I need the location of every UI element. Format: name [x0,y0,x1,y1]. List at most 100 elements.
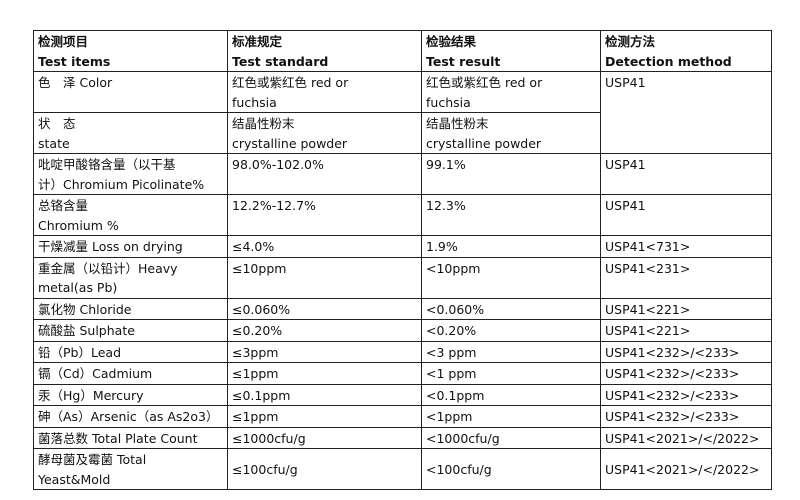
test-result-cell-line: <1ppm [426,409,473,424]
test-result-cell: <10ppm [421,256,601,299]
test-standard-cell-line: fuchsia [232,94,277,110]
test-standard-cell-line: ≤0.20% [232,323,283,338]
test-item-cell-line: 菌落总数 Total Plate Count [38,430,198,446]
header-label-cn: 标准规定 [232,34,283,49]
test-result-cell: <100cfu/g [421,448,601,490]
header-label-en: Test result [426,53,501,69]
test-standard-cell-line: ≤0.060% [232,301,291,317]
header-detection-method: 检测方法 Detection method [600,30,772,72]
test-item-cell: 镉（Cd）Cadmium [33,362,228,385]
detection-method-cell: USP41<232>/<233> [600,383,772,406]
test-item-cell-line: Chromium % [38,217,119,233]
test-result-cell-line: <0.20% [426,323,477,338]
test-result-cell-line: 1.9% [426,239,458,254]
detection-method-cell: USP41 [600,71,772,154]
test-item-cell: 色 泽 Color [33,71,228,113]
header-label-en: Test items [38,53,111,69]
table-row: 砷（As）Arsenic（as As2o3） ≤1ppm <1ppm USP41<23… [33,405,772,428]
test-standard-cell: ≤1ppm [227,405,422,428]
test-standard-cell: ≤3ppm [227,340,422,363]
test-item-cell-line: 铅（Pb）Lead [38,344,122,360]
test-item-cell-line: 氯化物 Chloride [38,301,132,317]
test-item-cell: 硫酸盐 Sulphate [33,319,228,342]
header-test-result: 检验结果 Test result [421,30,601,72]
table-row: 硫酸盐 Sulphate ≤0.20% <0.20% USP41<221> [33,319,772,342]
test-result-cell-line: 结晶性粉末 [426,116,489,131]
detection-method-cell: USP41<221> [600,297,772,320]
test-standard-cell-line: ≤1ppm [232,366,279,381]
test-item-cell: 重金属（以铅计）Heavy metal(as Pb) [33,256,228,299]
test-result-cell: <0.20% [421,319,601,342]
test-standard-cell: 98.0%-102.0% [227,153,422,195]
test-standard-cell: ≤1000cfu/g [227,426,422,449]
test-result-cell: <0.060% [421,297,601,320]
test-standard-cell: ≤0.060% [227,297,422,320]
header-label-en: Test standard [232,53,329,69]
header-test-standard: 标准规定 Test standard [227,30,422,72]
detection-method-cell: USP41<232>/<233> [600,340,772,363]
test-item-cell-line: 酵母菌及霉菌 Total [38,452,147,467]
test-item-cell-line: 色 泽 Color [38,75,113,90]
test-result-cell-line: <100cfu/g [426,461,492,477]
test-standard-cell: ≤0.20% [227,319,422,342]
test-item-cell-line: 计）Chromium Picolinate% [38,176,205,192]
table-row: 镉（Cd）Cadmium ≤1ppm <1 ppm USP41<232>/<233> [33,362,772,385]
header-test-items: 检测项目 Test items [33,30,228,72]
test-standard-cell: ≤10ppm [227,256,422,299]
test-standard-cell-line: ≤4.0% [232,239,275,254]
test-item-cell: 铅（Pb）Lead [33,340,228,363]
test-result-cell-line: <1000cfu/g [426,430,500,446]
header-label-cn: 检测项目 [38,34,89,49]
test-result-cell: <1 ppm [421,362,601,385]
test-standard-cell: 结晶性粉末 crystalline powder [227,112,422,154]
test-results-table: 检测项目 Test items 标准规定 Test standard 检验结果 Tes… [33,30,772,490]
test-result-cell: 红色或紫红色 red or fuchsia [421,71,601,113]
table-row: 色 泽 Color 红色或紫红色 red or fuchsia 红色或紫红色 red… [33,71,772,154]
table-row: 干燥减量 Loss on drying ≤4.0% 1.9% USP41<731> [33,235,772,258]
test-standard-cell-line: ≤0.1ppm [232,387,291,403]
detection-method-cell: USP41<232>/<233> [600,405,772,428]
test-item-cell: 氯化物 Chloride [33,297,228,320]
test-result-cell: 12.3% [421,194,601,236]
test-item-cell-line: 重金属（以铅计）Heavy [38,260,178,276]
table-row: 总铬含量 Chromium % 12.2%-12.7% 12.3% USP41 [33,194,772,236]
test-item-cell-line: Yeast&Mold [38,471,111,487]
test-result-cell-line: <1 ppm [426,366,477,381]
test-standard-cell: ≤4.0% [227,235,422,258]
test-item-cell-line: 总铬含量 [38,198,89,213]
test-standard-cell: ≤100cfu/g [227,448,422,490]
detection-method-cell: USP41<2021>/</2022> [600,426,772,449]
test-item-cell: 砷（As）Arsenic（as As2o3） [33,405,228,428]
detection-method-cell: USP41<2021>/</2022> [600,448,772,490]
table-row: 菌落总数 Total Plate Count ≤1000cfu/g <1000cfu… [33,426,772,449]
test-item-cell-line: 硫酸盐 Sulphate [38,323,135,338]
test-item-cell-line: 汞（Hg）Mercury [38,387,144,403]
table-row: 状 态 state 结晶性粉末 crystalline powder 结晶性粉末 crys… [33,112,772,154]
header-row: 检测项目 Test items 标准规定 Test standard 检验结果 Tes… [33,30,772,72]
test-item-cell-line: 砷（As）Arsenic（as As2o3） [38,409,219,424]
test-result-cell: 99.1% [421,153,601,195]
detection-method-cell: USP41<231> [600,256,772,299]
table-row: 氯化物 Chloride ≤0.060% <0.060% USP41<221> [33,297,772,320]
table-row: 重金属（以铅计）Heavy metal(as Pb) ≤10ppm <10ppm USP… [33,256,772,299]
test-result-cell-line: <0.1ppm [426,387,485,403]
test-standard-cell-line: 结晶性粉末 [232,116,295,131]
test-standard-cell-line: crystalline powder [232,135,348,151]
test-result-cell: <0.1ppm [421,383,601,406]
test-item-cell: 吡啶甲酸铬含量（以干基 计）Chromium Picolinate% [33,153,228,195]
test-standard-cell-line: ≤1000cfu/g [232,430,306,446]
test-item-cell-line: state [38,135,70,151]
detection-method-cell: USP41<232>/<233> [600,362,772,385]
test-item-cell: 干燥减量 Loss on drying [33,235,228,258]
test-item-cell: 状 态 state [33,112,228,154]
test-standard-cell: ≤0.1ppm [227,383,422,406]
test-result-cell-line: crystalline powder [426,135,542,151]
test-item-cell: 总铬含量 Chromium % [33,194,228,236]
test-item-cell: 酵母菌及霉菌 Total Yeast&Mold [33,448,228,490]
header-label-cn: 检测方法 [605,34,656,49]
table-row: 汞（Hg）Mercury ≤0.1ppm <0.1ppm USP41<232>/<23… [33,383,772,406]
table-row: 吡啶甲酸铬含量（以干基 计）Chromium Picolinate% 98.0%-1… [33,153,772,195]
test-result-cell-line: <3 ppm [426,344,477,360]
test-result-cell-line: <0.060% [426,301,485,317]
detection-method-cell: USP41<731> [600,235,772,258]
